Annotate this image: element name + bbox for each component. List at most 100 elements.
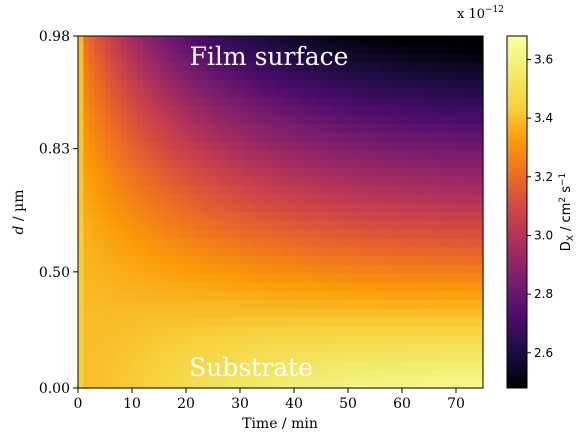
heatmap-cell xyxy=(450,379,457,389)
heatmap-cell xyxy=(331,106,338,116)
heatmap-cell xyxy=(277,256,284,266)
heatmap-cell xyxy=(245,212,252,222)
heatmap-cell xyxy=(186,220,192,231)
heatmap-cell xyxy=(461,168,468,178)
heatmap-cell xyxy=(159,212,165,222)
heatmap-cell xyxy=(429,291,435,301)
heatmap-cell xyxy=(175,176,182,187)
heatmap-cell xyxy=(94,71,101,81)
heatmap-cell xyxy=(229,247,236,257)
heatmap-cell xyxy=(218,352,225,363)
heatmap-cell xyxy=(310,326,317,336)
heatmap-cell xyxy=(213,203,219,213)
heatmap-cell xyxy=(250,370,257,380)
heatmap-cell xyxy=(472,352,479,363)
heatmap-cell xyxy=(418,62,425,72)
heatmap-cell xyxy=(164,106,171,116)
heatmap-cell xyxy=(148,71,155,81)
heatmap-cell xyxy=(391,256,398,266)
heatmap-cell xyxy=(407,300,414,310)
heatmap-cell xyxy=(229,185,236,195)
heatmap-cell xyxy=(439,220,446,231)
heatmap-cell xyxy=(277,361,284,371)
heatmap-cell xyxy=(375,115,381,125)
heatmap-cell xyxy=(369,370,376,380)
heatmap-cell xyxy=(294,212,300,222)
heatmap-cell xyxy=(364,53,371,63)
heatmap-cell xyxy=(445,256,452,266)
heatmap-cell xyxy=(245,308,252,319)
heatmap-cell xyxy=(234,150,241,160)
heatmap-cell xyxy=(99,247,106,257)
heatmap-cell xyxy=(223,212,230,222)
heatmap-cell xyxy=(369,352,376,363)
heatmap-cell xyxy=(148,124,155,134)
heatmap-cell xyxy=(439,379,446,389)
heatmap-cell xyxy=(353,62,360,72)
heatmap-cell xyxy=(277,220,284,231)
heatmap-cell xyxy=(272,282,279,292)
heatmap-cell xyxy=(164,282,171,292)
heatmap-cell xyxy=(466,159,473,169)
heatmap-cell xyxy=(218,379,225,389)
heatmap-cell xyxy=(342,62,349,72)
heatmap-cell xyxy=(283,256,290,266)
heatmap-cell xyxy=(142,62,149,72)
heatmap-cell xyxy=(175,291,182,301)
heatmap-cell xyxy=(385,115,392,125)
heatmap-cell xyxy=(304,370,311,380)
heatmap-cell xyxy=(283,317,290,327)
heatmap-cell xyxy=(353,53,360,63)
heatmap-cell xyxy=(272,335,279,345)
heatmap-cell xyxy=(164,194,171,204)
heatmap-cell xyxy=(429,352,435,363)
heatmap-cell xyxy=(137,176,144,187)
heatmap-cell xyxy=(78,176,84,187)
heatmap-cell xyxy=(261,88,268,99)
heatmap-cell xyxy=(153,176,160,187)
heatmap-cell xyxy=(240,44,246,55)
heatmap-cell xyxy=(115,176,122,187)
heatmap-cell xyxy=(126,36,133,46)
heatmap-cell xyxy=(186,203,192,213)
heatmap-cell xyxy=(132,168,138,178)
heatmap-cell xyxy=(429,106,435,116)
heatmap-cell xyxy=(277,203,284,213)
heatmap-cell xyxy=(391,264,398,275)
heatmap-cell xyxy=(375,168,381,178)
heatmap-cell xyxy=(83,212,90,222)
heatmap-cell xyxy=(229,80,236,90)
heatmap-cell xyxy=(218,291,225,301)
heatmap-cell xyxy=(412,300,419,310)
heatmap-cell xyxy=(207,370,214,380)
heatmap-cell xyxy=(477,150,484,160)
heatmap-cell xyxy=(321,352,327,363)
heatmap-cell xyxy=(115,308,122,319)
heatmap-cell xyxy=(364,44,371,55)
heatmap-cell xyxy=(418,185,425,195)
heatmap-cell xyxy=(94,256,101,266)
heatmap-cell xyxy=(240,379,246,389)
heatmap-cell xyxy=(105,132,111,143)
heatmap-cell xyxy=(180,317,187,327)
heatmap-cell xyxy=(105,36,111,46)
heatmap-cell xyxy=(445,335,452,345)
heatmap-cell xyxy=(153,203,160,213)
heatmap-cell xyxy=(342,326,349,336)
heatmap-cell xyxy=(331,379,338,389)
heatmap-cell xyxy=(477,273,484,283)
heatmap-cell xyxy=(229,335,236,345)
heatmap-cell xyxy=(234,88,241,99)
heatmap-cell xyxy=(175,229,182,239)
heatmap-cell xyxy=(461,335,468,345)
heatmap-cell xyxy=(477,115,484,125)
heatmap-cell xyxy=(213,291,219,301)
heatmap-cell xyxy=(88,203,95,213)
heatmap-cell xyxy=(159,352,165,363)
heatmap-cell xyxy=(88,308,95,319)
heatmap-cell xyxy=(326,124,333,134)
heatmap-cell xyxy=(380,62,387,72)
heatmap-cell xyxy=(121,352,128,363)
heatmap-cell xyxy=(207,247,214,257)
heatmap-cell xyxy=(175,326,182,336)
